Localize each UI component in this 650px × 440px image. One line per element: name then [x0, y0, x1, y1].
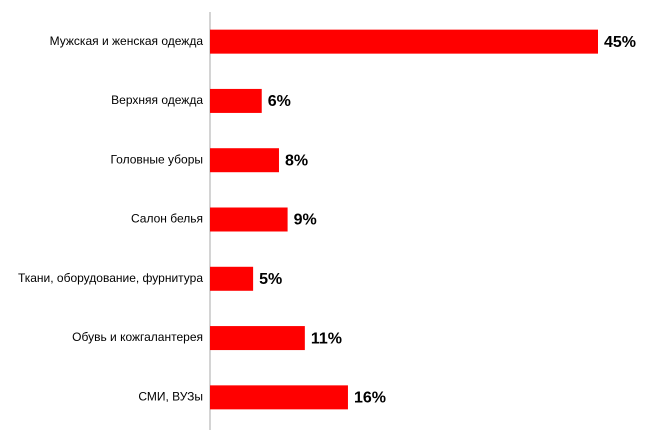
category-label: Верхняя одежда [111, 93, 203, 107]
bar [210, 207, 288, 232]
value-label: 6% [268, 93, 291, 110]
value-label: 11% [311, 330, 342, 347]
bar [210, 266, 254, 291]
value-label: 9% [294, 212, 317, 229]
bar [210, 148, 279, 173]
category-label: СМИ, ВУЗы [138, 390, 203, 404]
bar [210, 326, 305, 351]
bar [210, 88, 262, 113]
value-label: 5% [259, 271, 282, 288]
value-label: 8% [285, 152, 308, 169]
bar [210, 385, 348, 410]
value-label: 45% [604, 34, 636, 51]
category-label: Ткани, оборудование, фурнитура [18, 271, 203, 285]
category-label: Салон белья [131, 212, 203, 226]
value-label: 16% [354, 390, 386, 407]
bar [210, 29, 598, 54]
category-label: Головные уборы [110, 152, 203, 166]
category-label: Обувь и кожгалантерея [72, 330, 203, 344]
category-label: Мужская и женская одежда [50, 34, 204, 48]
